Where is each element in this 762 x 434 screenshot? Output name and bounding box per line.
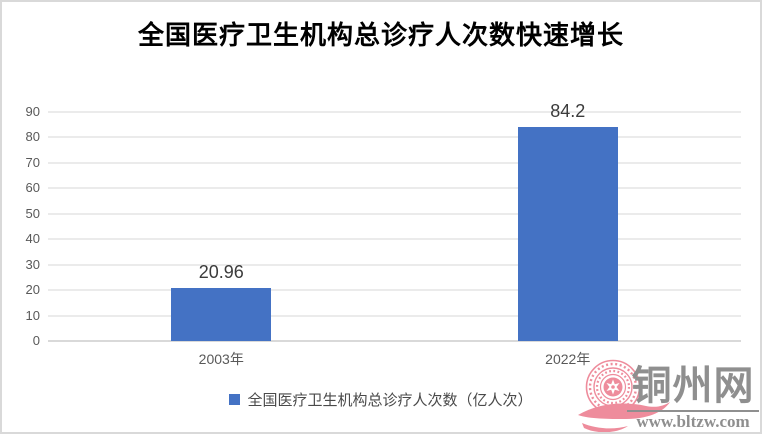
y-axis-tick-label: 50 xyxy=(25,205,40,221)
gridline xyxy=(48,111,741,113)
y-axis-tick-label: 20 xyxy=(25,282,40,298)
watermark-site-url: www.bltzw.com xyxy=(636,412,750,431)
gridline xyxy=(48,212,741,215)
y-axis-tick-label: 40 xyxy=(25,231,40,247)
y-axis-tick-label: 70 xyxy=(25,154,40,170)
x-axis-category-label: 2003年 xyxy=(198,351,244,367)
y-axis-tick-label: 10 xyxy=(25,307,40,323)
y-axis-tick-label: 0 xyxy=(32,333,40,348)
gridline xyxy=(48,289,741,292)
watermark-underline xyxy=(627,410,759,412)
y-axis-tick-label: 80 xyxy=(25,129,40,145)
gridline xyxy=(48,136,741,139)
gridline xyxy=(48,340,741,342)
y-axis-tick-label: 90 xyxy=(25,104,40,119)
bar-value-label: 20.96 xyxy=(198,261,244,282)
legend-marker-icon xyxy=(229,394,241,405)
plot-area xyxy=(48,111,741,342)
legend-label: 全国医疗卫生机构总诊疗人次数（亿人次） xyxy=(247,392,533,409)
gridline xyxy=(48,238,741,241)
gridline xyxy=(48,314,741,317)
bar-2022年 xyxy=(517,126,618,341)
chart-title: 全国医疗卫生机构总诊疗人次数快速增长 xyxy=(137,20,624,50)
bar-value-label: 84.2 xyxy=(550,100,586,121)
legend: 全国医疗卫生机构总诊疗人次数（亿人次） xyxy=(2,389,760,410)
y-axis-tick-label: 60 xyxy=(25,180,40,196)
bar-2003年 xyxy=(171,287,272,341)
x-axis-category-label: 2022年 xyxy=(545,351,591,367)
gridline xyxy=(48,187,741,190)
gridline xyxy=(48,263,741,266)
gridline xyxy=(48,161,741,164)
y-axis-tick-label: 30 xyxy=(25,256,40,272)
